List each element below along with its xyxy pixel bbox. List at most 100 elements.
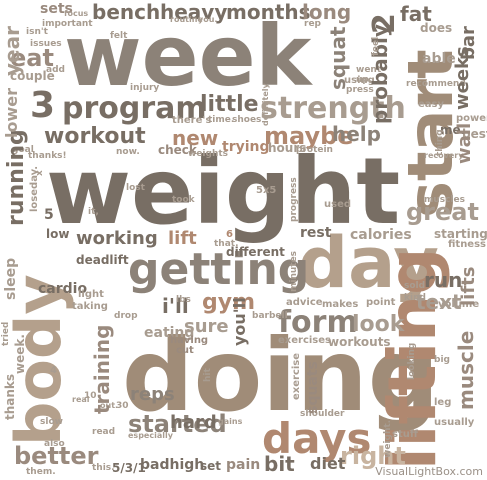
word-also: also: [44, 439, 65, 449]
word-taking: taking: [72, 301, 108, 312]
watermark: VisualLightBox.com: [375, 465, 483, 478]
word-run: run: [424, 268, 463, 292]
word-stuff: stuff: [392, 429, 418, 440]
word-weight: weight: [46, 138, 401, 245]
word-important: important: [42, 19, 93, 29]
word-long: long: [302, 0, 352, 24]
word-them: them.: [26, 467, 56, 477]
word-heavy: heavy: [160, 0, 228, 24]
word-6: 6: [226, 229, 233, 240]
word-cut: cut: [176, 345, 194, 356]
word-easy: easy: [418, 99, 445, 110]
word-protein: protein: [296, 145, 333, 155]
word-sets: sets: [40, 1, 73, 17]
word-went: went: [356, 65, 382, 75]
word-lower: lower: [2, 88, 21, 138]
word-read: read: [92, 427, 116, 437]
word-gym: gym: [202, 290, 256, 315]
word-leg: leg: [434, 397, 452, 408]
word-injury: injury: [130, 83, 160, 93]
word-form: form: [278, 305, 358, 340]
word-cardio: cardio: [38, 281, 88, 297]
word-eat: eat: [10, 44, 54, 72]
word-definitely: definitely: [261, 83, 270, 126]
word-thanks: thanks: [3, 373, 17, 420]
word-sure: sure: [184, 316, 229, 337]
word-thing: thing: [435, 129, 445, 156]
word-light: light: [78, 289, 104, 300]
word-power: power: [456, 113, 487, 124]
word-rep: rep: [304, 19, 321, 29]
word-lift: lift: [168, 228, 197, 249]
word-working: working: [76, 228, 158, 249]
word-thanks2: thanks!: [28, 151, 67, 161]
word-barbell: barbell: [252, 311, 288, 321]
word-lost: lost: [126, 183, 145, 193]
word-better: better: [14, 442, 99, 470]
word-using: using: [344, 75, 375, 86]
word-shoes: shoes: [232, 115, 262, 125]
word-youll: you'll: [230, 297, 249, 346]
word-theres: there's: [172, 115, 212, 126]
word-running: running: [4, 129, 29, 226]
word-training: training: [90, 324, 114, 414]
word-progress: progress: [289, 177, 299, 222]
word-muscles: muscles: [424, 195, 466, 205]
word-sleep: sleep: [3, 257, 19, 300]
word-badhigh: badhigh: [140, 457, 205, 473]
word-took: took: [172, 195, 195, 205]
word-having: having: [170, 335, 209, 346]
word-thats: that.: [214, 239, 239, 249]
word-week: week: [64, 7, 312, 105]
word-recommend: recommend: [406, 79, 466, 89]
word-day: day: [298, 222, 439, 304]
word-x: x: [35, 170, 45, 176]
word-help: help: [332, 122, 381, 146]
word-sold: sold: [404, 281, 426, 291]
word-bar: bar: [458, 26, 479, 60]
word-hit: hit: [203, 368, 213, 382]
word-low: low: [46, 227, 70, 241]
word-5: 5: [44, 207, 54, 223]
word-used: used: [324, 199, 352, 210]
word-couple: couple: [10, 69, 55, 83]
word-weights: weights: [188, 149, 229, 159]
word-fitness: fitness: [448, 239, 486, 250]
word-out: out.: [100, 401, 119, 410]
word-check: check: [158, 143, 197, 157]
word-usually: usually: [434, 417, 475, 428]
word-months: months: [226, 0, 311, 24]
word-squat: squat: [326, 26, 350, 90]
word-great: great: [406, 198, 479, 226]
word-getting: getting: [128, 244, 310, 295]
word-bench: bench: [92, 0, 161, 24]
word-week-dot: week.: [13, 334, 27, 374]
word-time: time.: [208, 115, 235, 125]
word-exercise: exercise: [291, 352, 302, 400]
word-workout: workout: [44, 124, 146, 149]
word-add: add: [46, 65, 65, 75]
word-maybe: maybe: [264, 122, 354, 150]
word-focus: focus: [64, 9, 89, 18]
word-little: little: [200, 92, 259, 117]
word-kind: kind: [404, 293, 426, 303]
word-different: different: [226, 245, 285, 259]
word-hard: hard: [170, 412, 217, 433]
word-able: able: [422, 51, 456, 67]
word-gains: gains: [218, 417, 243, 426]
word-routine: routine: [170, 15, 203, 24]
word-exercises: exercises: [278, 335, 331, 346]
word-look: look: [352, 312, 405, 337]
word-press: press: [346, 85, 374, 95]
word-felt: felt: [110, 31, 128, 41]
word-issues: issues: [30, 39, 62, 49]
word-makes: makes: [322, 299, 359, 310]
word-new: new: [172, 126, 219, 150]
word-minutes: minutes: [289, 250, 299, 292]
word-days: days: [262, 414, 372, 463]
word-isnt: isn't: [26, 27, 48, 37]
word-workouts: workouts: [328, 335, 391, 349]
word-trying: trying: [222, 139, 270, 155]
word-3: 3: [30, 85, 56, 126]
word-10: 10: [84, 391, 97, 401]
